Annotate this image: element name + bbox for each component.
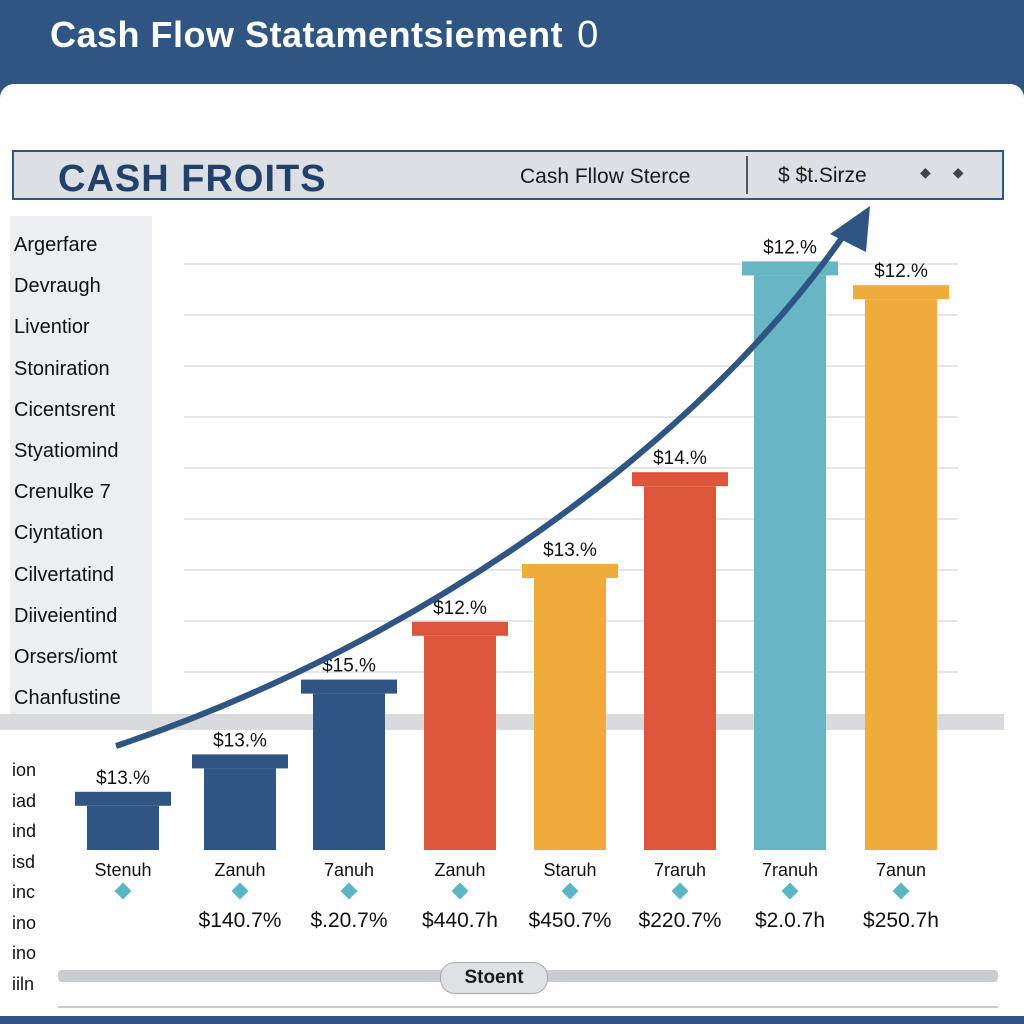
bar-value-label: $13.% <box>96 768 150 789</box>
axis-band <box>0 714 1004 730</box>
side-label: Liventior <box>14 316 90 339</box>
trend-arrow-line <box>115 230 849 749</box>
left-label: iiln <box>12 973 35 994</box>
bar-chart: $13.% Stenuh $13.% Zanuh $140.7% $15.% 7anuh $.… <box>75 206 958 932</box>
side-label: Cicentsrent <box>14 398 116 421</box>
banner-currency-selector[interactable]: $ $t.Sirze <box>778 164 867 187</box>
left-label: ion <box>12 760 37 780</box>
bar-value-label: $12.% <box>874 261 928 282</box>
diamond-marker <box>340 882 358 900</box>
side-label: Ciyntation <box>14 522 103 545</box>
category-label: 7ranuh <box>762 860 818 880</box>
page-title-suffix: 0 <box>577 14 599 56</box>
sub-value-label: $440.7h <box>422 909 498 932</box>
category-label: Staruh <box>543 860 596 880</box>
bar <box>87 805 159 850</box>
bar-value-label: $12.% <box>763 237 817 258</box>
bar <box>313 693 385 850</box>
diamond-marker <box>671 882 689 900</box>
left-label: iad <box>12 790 37 811</box>
banner-divider <box>746 156 748 194</box>
chart-banner-subtitle: Cash Fllow Sterce <box>520 165 691 188</box>
diamond-marker <box>781 882 799 900</box>
side-label-panel <box>10 216 152 716</box>
sub-value-label: $2.0.7h <box>755 909 825 932</box>
page-title-text: Cash Flow Statamentsiement <box>50 14 564 55</box>
chart-banner: CASH FROITS Cash Fllow Sterce $ $t.Sirze… <box>12 150 1004 200</box>
bar <box>865 299 937 850</box>
bar <box>754 275 826 850</box>
bar-value-label: $13.% <box>213 730 267 751</box>
diamond-marker <box>114 882 132 900</box>
side-label: Diiveientind <box>14 604 118 627</box>
chart-banner-title: CASH FROITS <box>58 158 327 200</box>
chart-card: CASH FROITS Cash Fllow Sterce $ $t.Sirze… <box>0 84 1024 1016</box>
bar-cap <box>853 285 949 300</box>
bar-cap <box>301 679 397 694</box>
left-label: isd <box>12 851 36 872</box>
sub-value-label: $140.7% <box>199 909 282 932</box>
bar-cap <box>75 791 171 806</box>
bar-value-label: $15.% <box>322 656 376 677</box>
page-title: Cash Flow Statamentsiement 0 <box>50 14 599 57</box>
left-label: ind <box>12 821 37 841</box>
sub-value-label: $250.7h <box>863 909 939 932</box>
bar <box>424 635 496 850</box>
sub-value-label: $220.7% <box>639 909 722 932</box>
bar-cap <box>522 564 618 578</box>
bar-value-label: $12.% <box>433 598 487 619</box>
bar <box>204 768 276 850</box>
side-label: Argerfare <box>14 234 98 256</box>
side-label: Stoniration <box>14 357 110 380</box>
category-label: Zanuh <box>434 860 485 880</box>
sub-value-label: $.20.7% <box>310 909 387 932</box>
trend-arrow-head <box>830 206 870 252</box>
side-label: Crenulke 7 <box>14 481 111 504</box>
category-label: 7anun <box>876 860 926 880</box>
scrollbar-thumb[interactable]: Stoent <box>440 962 548 994</box>
sub-value-label: $450.7% <box>529 909 612 932</box>
banner-diamond-icons: ◆◆ <box>920 164 986 180</box>
bar-value-label: $13.% <box>543 540 597 561</box>
diamond-marker <box>892 882 910 900</box>
bar-cap <box>412 621 508 636</box>
diamond-marker <box>451 882 469 900</box>
header-bar: Cash Flow Statamentsiement 0 <box>0 0 1024 84</box>
side-label: Orsers/iomt <box>14 646 118 668</box>
side-label: Cilvertatind <box>14 563 115 586</box>
side-label: Chanfustine <box>14 687 121 710</box>
side-label: Devraugh <box>14 275 101 298</box>
category-label: Stenuh <box>94 860 151 880</box>
bar <box>534 578 606 850</box>
left-label: inc <box>12 882 36 902</box>
bar <box>644 486 716 850</box>
category-label: 7raruh <box>654 860 706 880</box>
bar-value-label: $14.% <box>653 448 707 469</box>
category-label: Zanuh <box>214 860 265 880</box>
bar-cap <box>192 754 288 769</box>
side-label: Styatiomind <box>14 440 119 462</box>
left-label: ino <box>12 912 37 933</box>
left-label: ino <box>12 943 37 963</box>
diamond-marker <box>231 882 249 900</box>
diamond-marker <box>561 882 579 900</box>
category-label: 7anuh <box>324 860 374 880</box>
bar-cap <box>632 472 728 487</box>
bottom-divider <box>58 1006 998 1008</box>
